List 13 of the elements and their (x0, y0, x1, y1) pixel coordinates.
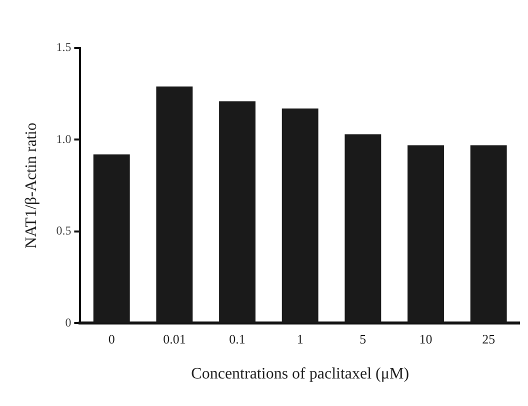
y-tick-label: 0.5 (56, 224, 72, 238)
y-tick-label: 1.5 (56, 40, 72, 54)
x-tick-label: 10 (419, 331, 432, 346)
x-tick-label: 0.01 (163, 331, 186, 346)
x-tick-label: 1 (296, 331, 304, 346)
x-tick-label: 0.1 (229, 331, 246, 346)
y-tick-label: 1.0 (56, 132, 72, 146)
x-tick-label: 0 (108, 331, 115, 346)
x-tick-label: 25 (482, 331, 496, 346)
y-axis-title: NAT1/β-Actin ratio (22, 122, 40, 249)
x-tick-label: 5 (360, 331, 366, 346)
y-tick-label: 0 (65, 315, 72, 330)
x-axis-title: Concentrations of paclitaxel (μM) (191, 366, 410, 383)
